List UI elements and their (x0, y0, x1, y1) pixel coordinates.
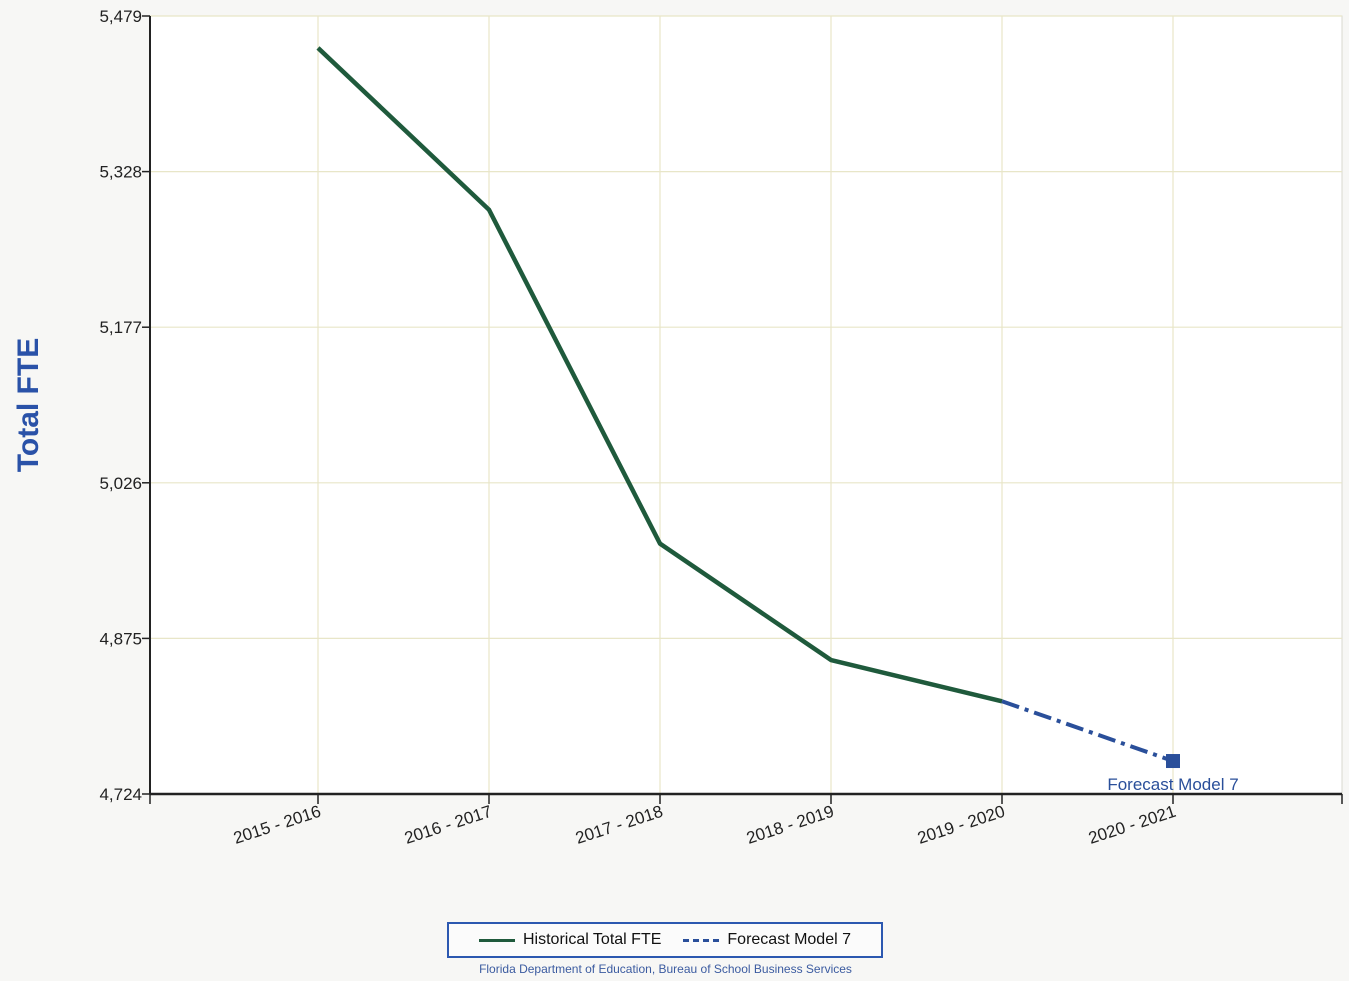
historical-series-line (316, 46, 1003, 704)
x-tick-label: 2019 - 2020 (915, 802, 1007, 848)
y-tick-label: 4,875 (99, 629, 142, 648)
x-tick-label: 2016 - 2017 (402, 802, 494, 848)
y-tick-label: 4,724 (99, 785, 142, 804)
forecast-annotation-label: Forecast Model 7 (1107, 775, 1238, 794)
legend-item-forecast: Forecast Model 7 (683, 931, 851, 949)
legend-label-forecast: Forecast Model 7 (727, 931, 851, 948)
series-lines (316, 46, 1174, 763)
legend-label-historical: Historical Total FTE (522, 931, 662, 948)
x-axis-ticks: 2015 - 2016 2016 - 2017 2017 - 2018 2018 - … (149, 794, 1343, 848)
x-tick-label: 2018 - 2019 (744, 802, 836, 848)
legend-swatch-forecast (683, 938, 720, 942)
y-axis-label: Total FTE (12, 338, 45, 472)
x-tick-label: 2015 - 2016 (231, 802, 323, 848)
plot-area (149, 15, 1343, 795)
axes (149, 16, 1342, 796)
forecast-point-marker (1166, 754, 1180, 769)
annotations: Forecast Model 7 (1107, 754, 1239, 794)
forecast-series-line (1001, 699, 1174, 763)
y-tick-label: 5,479 (99, 7, 142, 26)
gridlines (149, 15, 1343, 795)
legend: Historical Total FTE Forecast Model 7 (447, 922, 883, 958)
legend-item-historical: Historical Total FTE (478, 931, 662, 949)
x-tick-label: 2020 - 2021 (1086, 802, 1178, 848)
y-tick-label: 5,026 (99, 474, 142, 493)
y-tick-label: 5,328 (99, 163, 142, 182)
x-tick-label: 2017 - 2018 (573, 802, 665, 848)
legend-swatch-historical (478, 938, 515, 942)
footer-credit: Florida Department of Education, Bureau … (479, 962, 852, 976)
y-tick-label: 5,177 (99, 318, 142, 337)
y-axis-ticks: 4,724 4,875 5,026 5,177 5,328 5,479 (99, 7, 150, 804)
